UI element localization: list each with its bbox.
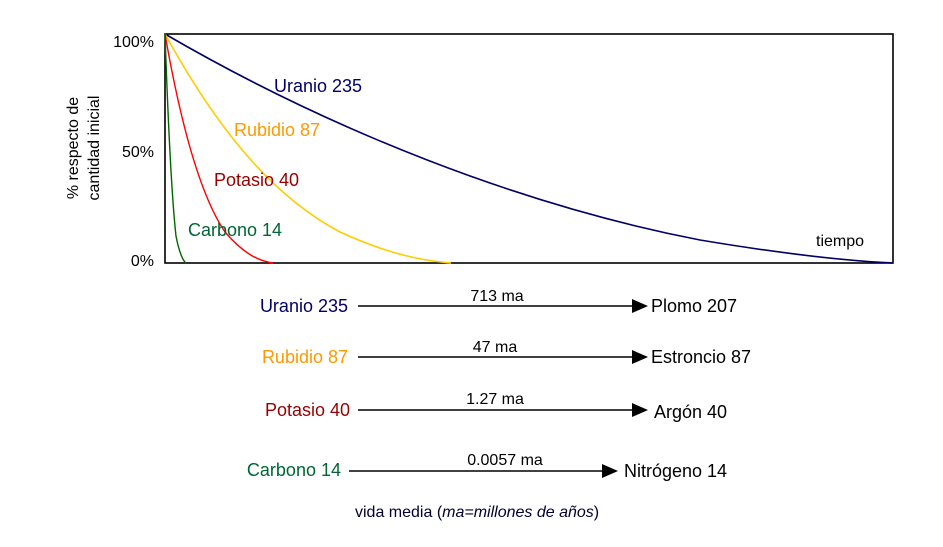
decay-row-potasio: Potasio 40 1.27 ma Argón 40: [265, 391, 727, 422]
x-axis-label: tiempo: [816, 233, 864, 250]
caption: vida media (ma=millones de años): [355, 504, 599, 521]
y-tick-50: 50%: [122, 144, 154, 161]
half-life-label: 47 ma: [473, 339, 518, 356]
decay-row-rubidio: Rubidio 87 47 ma Estroncio 87: [262, 339, 751, 367]
y-tick-100: 100%: [113, 34, 154, 51]
arrow-icon: [632, 299, 648, 313]
plot-frame: [164, 33, 894, 264]
y-label-line1: % respecto de: [65, 97, 82, 199]
rubidio-label: Rubidio 87: [234, 120, 320, 140]
decay-row-carbono: Carbono 14 0.0057 ma Nitrógeno 14: [247, 452, 727, 481]
product-label: Estroncio 87: [651, 347, 751, 367]
y-label-line2: cantidad inicial: [86, 96, 103, 201]
parent-label: Potasio 40: [265, 400, 350, 420]
half-life-label: 0.0057 ma: [467, 452, 543, 469]
arrow-icon: [632, 350, 648, 364]
y-tick-0: 0%: [131, 253, 154, 270]
uranio-label: Uranio 235: [274, 76, 362, 96]
caption-suffix: ): [594, 504, 599, 521]
parent-label: Uranio 235: [260, 296, 348, 316]
parent-label: Carbono 14: [247, 460, 341, 480]
decay-row-uranio: Uranio 235 713 ma Plomo 207: [260, 288, 737, 316]
potasio-label: Potasio 40: [214, 170, 299, 190]
y-axis-label: % respecto de cantidad inicial: [65, 96, 103, 201]
arrow-icon: [602, 464, 618, 478]
caption-italic: ma=millones de años: [442, 504, 594, 521]
uranio-curve: [164, 33, 894, 264]
product-label: Argón 40: [654, 402, 727, 422]
rubidio-curve: [164, 33, 452, 264]
carbono-label: Carbono 14: [188, 220, 282, 240]
product-label: Plomo 207: [651, 296, 737, 316]
potasio-curve: [164, 33, 274, 264]
product-label: Nitrógeno 14: [624, 461, 727, 481]
parent-label: Rubidio 87: [262, 347, 348, 367]
half-life-label: 713 ma: [470, 288, 523, 305]
arrow-icon: [632, 403, 648, 417]
half-life-label: 1.27 ma: [466, 391, 524, 408]
caption-prefix: vida media (: [355, 504, 443, 521]
carbono-curve: [164, 33, 187, 264]
